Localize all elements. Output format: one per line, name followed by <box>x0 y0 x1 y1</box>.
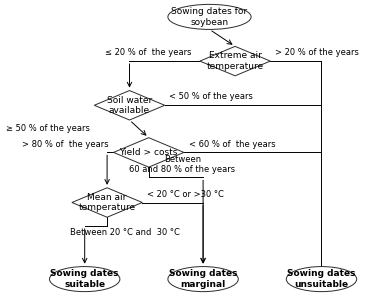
Text: Sowing dates
marginal: Sowing dates marginal <box>169 269 237 289</box>
Polygon shape <box>200 46 270 76</box>
Polygon shape <box>114 138 184 167</box>
Text: Between
60 and 80 % of the years: Between 60 and 80 % of the years <box>129 155 235 174</box>
Ellipse shape <box>168 267 238 292</box>
Text: ≤ 20 % of  the years: ≤ 20 % of the years <box>106 48 192 57</box>
Text: Sowing dates
unsuitable: Sowing dates unsuitable <box>287 269 356 289</box>
Text: Soil water
available: Soil water available <box>107 96 152 115</box>
Text: Extreme air
temperature: Extreme air temperature <box>207 52 263 71</box>
Polygon shape <box>94 91 165 120</box>
Text: Sowing dates
suitable: Sowing dates suitable <box>51 269 119 289</box>
Ellipse shape <box>168 4 251 29</box>
Text: Mean air
temperature: Mean air temperature <box>79 193 136 212</box>
Text: ≥ 50 % of the years: ≥ 50 % of the years <box>6 124 90 133</box>
Text: < 50 % of the years: < 50 % of the years <box>169 92 254 102</box>
Text: Between 20 °C and  30 °C: Between 20 °C and 30 °C <box>70 228 180 237</box>
Text: < 20 °C or >30 °C: < 20 °C or >30 °C <box>147 190 224 199</box>
Text: Yield > costs: Yield > costs <box>120 148 178 157</box>
Ellipse shape <box>49 267 120 292</box>
Ellipse shape <box>286 267 357 292</box>
Text: > 20 % of the years: > 20 % of the years <box>275 48 359 57</box>
Text: < 60 % of  the years: < 60 % of the years <box>189 140 275 149</box>
Text: Sowing dates for
soybean: Sowing dates for soybean <box>172 7 248 27</box>
Text: > 80 % of  the years: > 80 % of the years <box>22 140 109 149</box>
Polygon shape <box>72 188 142 217</box>
